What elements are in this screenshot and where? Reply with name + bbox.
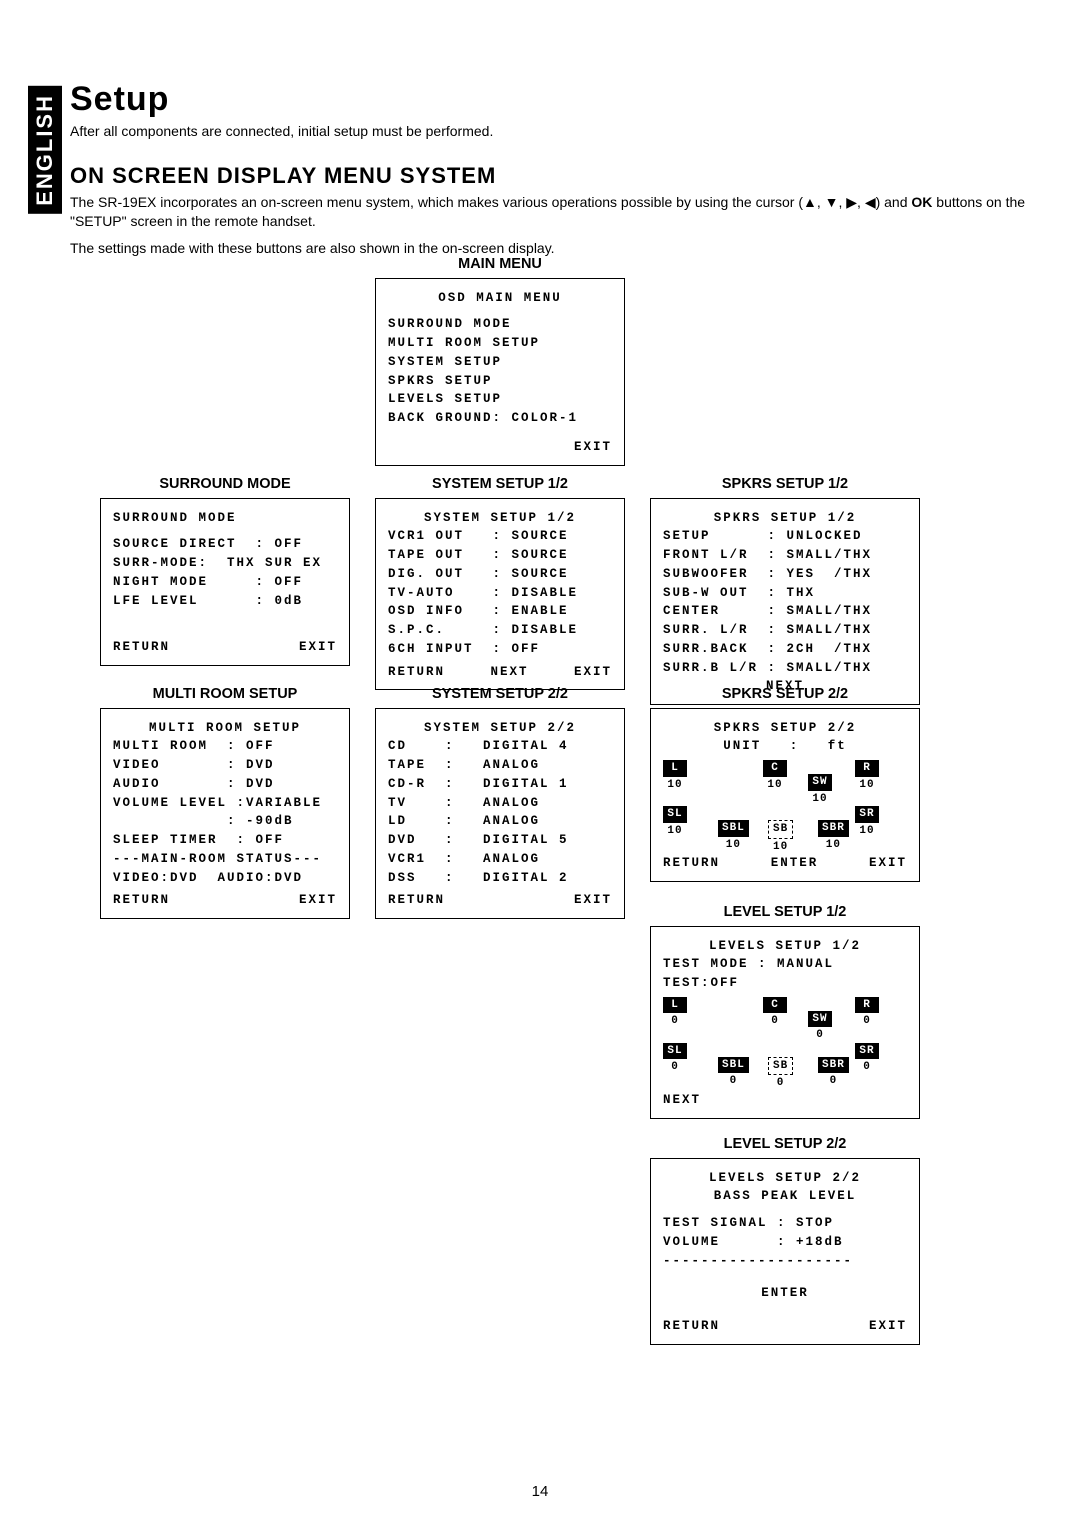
speaker-l: L10 [663, 760, 687, 793]
spk2-box: SPKRS SETUP 2/2 UNIT : ft L10C10SW10R10S… [650, 708, 920, 882]
lvl2-title: LEVEL SETUP 2/2 [650, 1136, 920, 1152]
sys2-title: SYSTEM SETUP 2/2 [375, 686, 625, 702]
spk1-block: SPKRS SETUP 1/2 SPKRS SETUP 1/2 SETUP : … [650, 476, 920, 706]
surround-block: SURROUND MODE SURROUND MODE SOURCE DIREC… [100, 476, 350, 667]
sys1-title: SYSTEM SETUP 1/2 [375, 476, 625, 492]
sys1-block: SYSTEM SETUP 1/2 SYSTEM SETUP 1/2 VCR1 O… [375, 476, 625, 691]
language-tab: ENGLISH [28, 86, 62, 214]
speaker-c: C10 [763, 760, 787, 793]
speaker-sl: SL0 [663, 1043, 687, 1076]
intro-text: After all components are connected, init… [70, 123, 1040, 139]
speaker-sr: SR10 [855, 806, 879, 839]
page-content: Setup After all components are connected… [70, 80, 1040, 258]
description-1: The SR-19EX incorporates an on-screen me… [70, 193, 1040, 231]
main-menu-box: OSD MAIN MENU SURROUND MODE MULTI ROOM S… [375, 278, 625, 466]
speaker-r: R10 [855, 760, 879, 793]
speaker-sr: SR0 [855, 1043, 879, 1076]
lvl1-title: LEVEL SETUP 1/2 [650, 904, 920, 920]
main-menu-block: MAIN MENU OSD MAIN MENU SURROUND MODE MU… [375, 256, 625, 466]
page-number: 14 [532, 1483, 549, 1500]
sys2-box: SYSTEM SETUP 2/2 CD : DIGITAL 4 TAPE : A… [375, 708, 625, 920]
speaker-sl: SL10 [663, 806, 687, 839]
surround-title: SURROUND MODE [100, 476, 350, 492]
speaker-r: R0 [855, 997, 879, 1030]
speaker-sbr: SBR0 [818, 1057, 849, 1090]
section-heading: ON SCREEN DISPLAY MENU SYSTEM [70, 163, 1040, 189]
sys2-block: SYSTEM SETUP 2/2 SYSTEM SETUP 2/2 CD : D… [375, 686, 625, 920]
speaker-c: C0 [763, 997, 787, 1030]
main-menu-title: MAIN MENU [375, 256, 625, 272]
multiroom-block: MULTI ROOM SETUP MULTI ROOM SETUP MULTI … [100, 686, 350, 920]
sys1-box: SYSTEM SETUP 1/2 VCR1 OUT : SOURCE TAPE … [375, 498, 625, 691]
lvl2-box: LEVELS SETUP 2/2 BASS PEAK LEVEL TEST SI… [650, 1158, 920, 1345]
spk1-title: SPKRS SETUP 1/2 [650, 476, 920, 492]
lvl2-block: LEVEL SETUP 2/2 LEVELS SETUP 2/2 BASS PE… [650, 1136, 920, 1345]
speaker-sw: SW0 [808, 1011, 832, 1044]
speaker-l: L0 [663, 997, 687, 1030]
page-title: Setup [70, 80, 1040, 119]
multiroom-title: MULTI ROOM SETUP [100, 686, 350, 702]
surround-box: SURROUND MODE SOURCE DIRECT : OFF SURR-M… [100, 498, 350, 667]
speaker-grid-2: L10C10SW10R10SL10SBL10SB10SBR10SR10 [663, 760, 907, 850]
speaker-sbl: SBL0 [718, 1057, 749, 1090]
spk2-block: SPKRS SETUP 2/2 SPKRS SETUP 2/2 UNIT : f… [650, 686, 920, 882]
spk1-box: SPKRS SETUP 1/2 SETUP : UNLOCKED FRONT L… [650, 498, 920, 706]
speaker-sbl: SBL10 [718, 820, 749, 853]
spk2-title: SPKRS SETUP 2/2 [650, 686, 920, 702]
lvl1-box: LEVELS SETUP 1/2 TEST MODE : MANUAL TEST… [650, 926, 920, 1119]
speaker-sw: SW10 [808, 774, 832, 807]
speaker-sb: SB10 [768, 820, 793, 855]
speaker-sb: SB0 [768, 1057, 793, 1092]
speaker-sbr: SBR10 [818, 820, 849, 853]
speaker-grid-lvl: L0C0SW0R0SL0SBL0SB0SBR0SR0 [663, 997, 907, 1087]
lvl1-block: LEVEL SETUP 1/2 LEVELS SETUP 1/2 TEST MO… [650, 904, 920, 1119]
multiroom-box: MULTI ROOM SETUP MULTI ROOM : OFF VIDEO … [100, 708, 350, 920]
